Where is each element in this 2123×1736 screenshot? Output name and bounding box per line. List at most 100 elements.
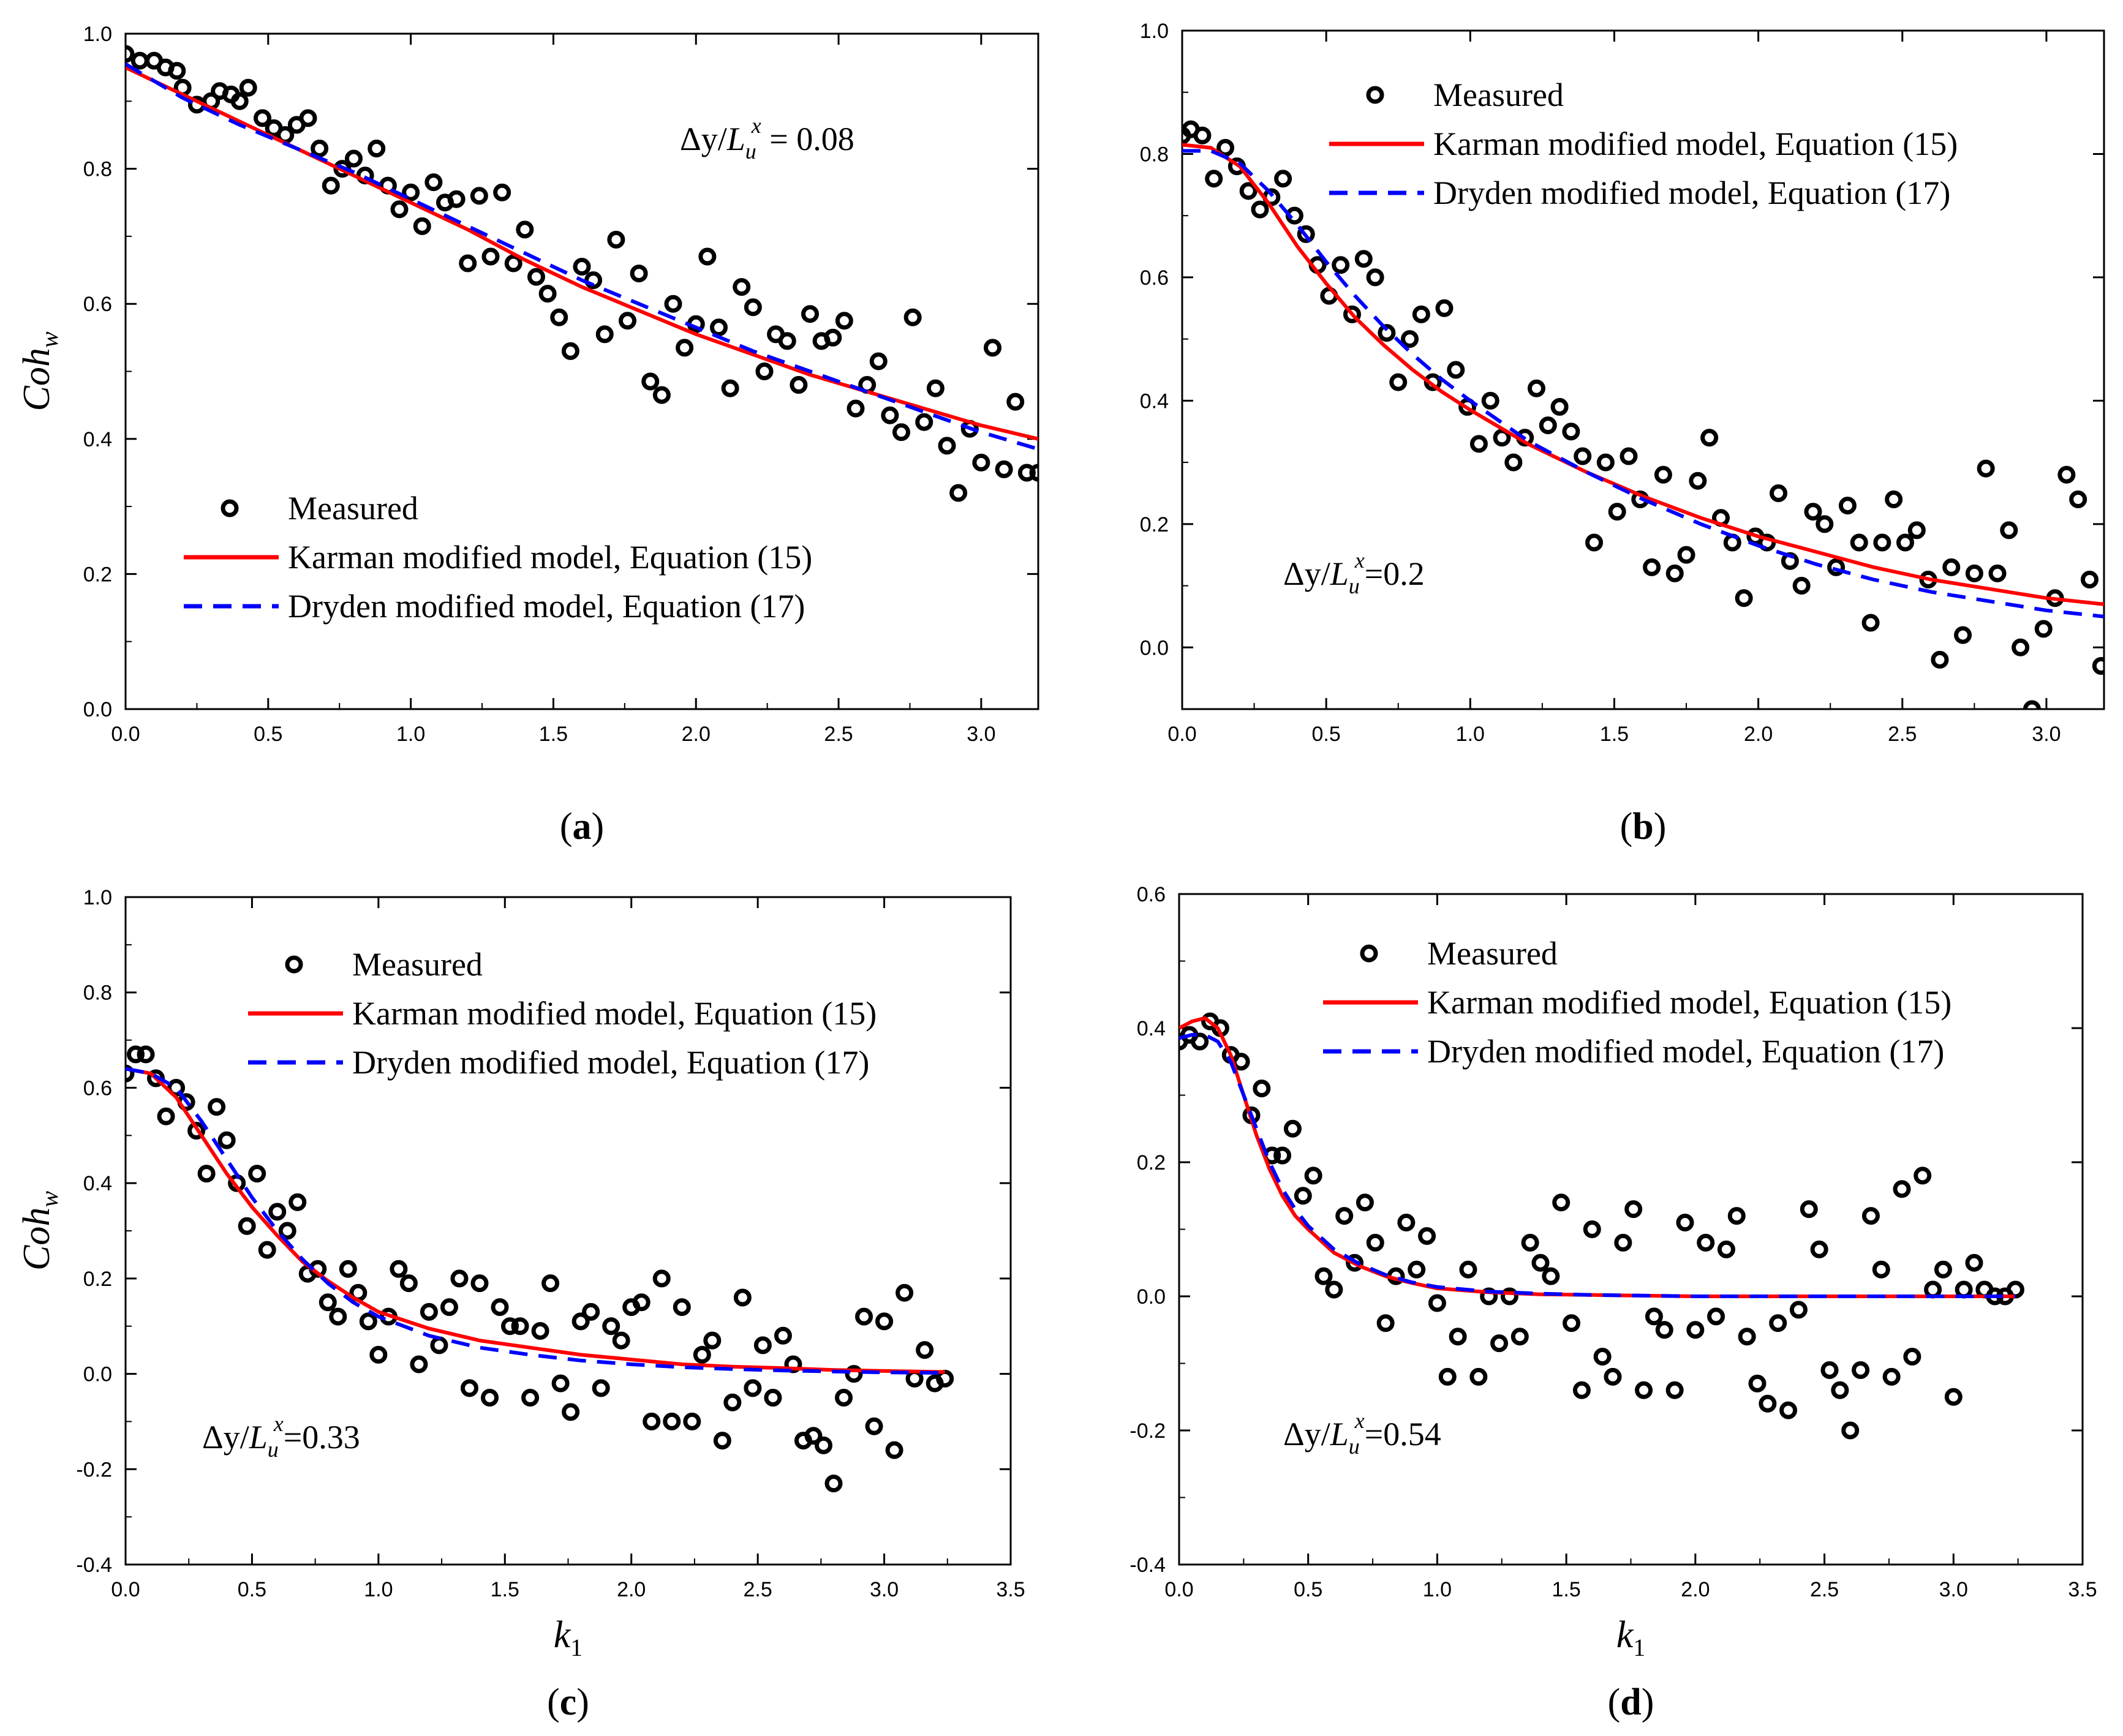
measured-point — [504, 254, 522, 272]
measured-point — [995, 460, 1013, 478]
measured-point — [855, 1307, 873, 1326]
panel-b: 0.0 0.5 1.0 1.5 2.0 2.5 3.0 0.0 0.2 0.4 0.6 0.8 1.0 M… — [1140, 20, 2105, 847]
measured-point — [1907, 521, 1926, 539]
measured-point — [847, 399, 865, 418]
x-tick-label: 2.0 — [617, 1578, 646, 1601]
measured-point — [562, 1403, 580, 1421]
measured-point — [239, 78, 257, 97]
y-tick-label: 0.8 — [83, 982, 112, 1005]
measured-point — [1583, 1220, 1601, 1238]
measured-point — [1585, 533, 1604, 552]
legend-entry-label: Karman modified model, Equation (15) — [352, 995, 877, 1032]
measured-point — [1614, 1233, 1632, 1252]
measured-point — [541, 1274, 560, 1293]
panel-caption: (b) — [1620, 806, 1667, 847]
measured-point — [1816, 515, 1834, 533]
x-tick-label: 1.0 — [364, 1578, 393, 1601]
measured-point — [1408, 1260, 1426, 1279]
measured-point — [824, 328, 842, 347]
measured-point — [1700, 429, 1719, 447]
measured-point — [1297, 225, 1315, 243]
measured-point — [824, 1475, 843, 1493]
y-tick-label: 0.2 — [83, 563, 112, 586]
measured-point — [1438, 1367, 1457, 1386]
karman-curve — [1179, 1016, 2016, 1298]
measured-point — [896, 1283, 914, 1302]
measured-point — [1827, 558, 1846, 576]
measured-point — [663, 1412, 681, 1430]
legend: Measured Karman modified model, Equation … — [1329, 77, 1958, 211]
legend-entry-label: Measured — [1433, 77, 1564, 113]
measured-point — [1550, 397, 1569, 416]
measured-point — [339, 1260, 357, 1278]
measured-point — [1676, 1214, 1694, 1232]
y-tick-label: 1.0 — [1140, 20, 1169, 43]
measured-point — [1490, 1334, 1509, 1353]
measured-point — [1294, 1187, 1312, 1205]
measured-point — [1205, 170, 1223, 188]
measured-point — [1635, 1381, 1653, 1399]
measured-point — [652, 1269, 671, 1288]
measured-point — [208, 1098, 226, 1116]
measured-point — [2057, 465, 2076, 484]
measured-point — [1314, 1267, 1333, 1285]
measured-point — [238, 1217, 256, 1235]
measured-point — [1893, 1180, 1911, 1198]
measured-point — [345, 149, 363, 168]
measured-point — [1931, 650, 1949, 669]
measured-point — [733, 1288, 752, 1307]
x-tick-label: 1.5 — [539, 723, 568, 746]
measured-point — [1346, 1253, 1364, 1272]
measured-point — [643, 1412, 661, 1430]
measured-point — [197, 1165, 216, 1183]
measured-point — [470, 187, 488, 205]
measured-point — [1480, 1287, 1498, 1306]
measured-point — [1645, 1307, 1663, 1326]
measured-point — [1593, 1348, 1612, 1366]
measured-point — [1428, 1294, 1446, 1312]
y-tick-label: 0.2 — [83, 1268, 112, 1291]
measured-point — [1810, 1240, 1828, 1258]
measured-point — [551, 1374, 570, 1392]
measured-point — [268, 1203, 287, 1221]
measured-point — [217, 1131, 236, 1149]
measured-point — [1852, 1361, 1870, 1379]
measured-point — [641, 372, 660, 391]
y-tick-label: 1.0 — [83, 23, 112, 46]
measured-point — [1689, 472, 1707, 490]
measured-point — [501, 1317, 519, 1336]
legend-entry-label: Dryden modified model, Equation (17) — [1433, 175, 1950, 211]
measured-point — [801, 305, 819, 323]
measured-point — [1850, 533, 1868, 552]
measured-point — [881, 406, 899, 424]
measured-point — [1412, 305, 1430, 323]
x-tick-label: 2.5 — [824, 723, 853, 746]
measured-point — [1770, 484, 1788, 502]
karman-curve — [1182, 143, 2104, 606]
measured-point — [1253, 1080, 1271, 1098]
x-tick-label: 2.0 — [1744, 723, 1773, 746]
measured-point — [1620, 447, 1638, 465]
measured-point — [698, 247, 717, 266]
panel-caption: (a) — [560, 806, 604, 847]
measured-point — [1861, 1207, 1880, 1225]
y-tick-label: 0.2 — [1140, 513, 1169, 536]
x-tick-label: 0.5 — [254, 723, 282, 746]
measured-point — [126, 1064, 135, 1083]
x-tick-label: 1.5 — [491, 1578, 519, 1601]
panel-caption: (d) — [1608, 1682, 1654, 1723]
measured-point — [1469, 435, 1488, 453]
measured-point — [676, 339, 694, 357]
measured-point — [1378, 324, 1396, 342]
legend-entry-label: Dryden modified model, Equation (17) — [288, 588, 805, 625]
measured-point — [430, 1336, 448, 1355]
x-tick-label: 1.0 — [1456, 723, 1485, 746]
series-group — [1179, 1012, 2024, 1440]
measured-point — [1654, 465, 1672, 484]
measured-point — [288, 1193, 307, 1211]
x-tick-label: 0.0 — [111, 1578, 140, 1601]
measured-point — [450, 1269, 469, 1288]
measured-point — [835, 1389, 853, 1407]
measured-point — [683, 1412, 701, 1430]
x-tick-label: 1.5 — [1552, 1578, 1581, 1601]
